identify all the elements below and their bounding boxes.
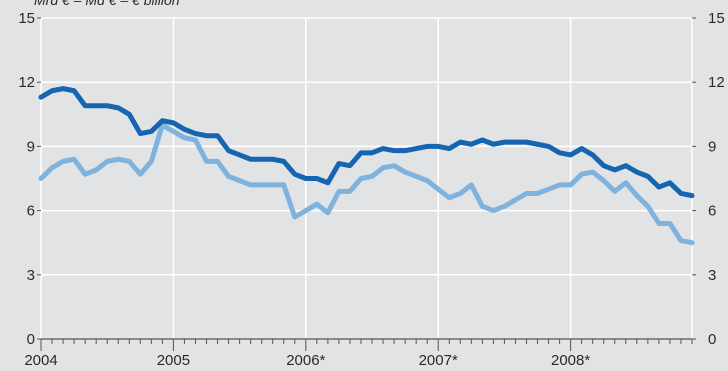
y-tick-label-right: 3	[708, 267, 716, 284]
y-tick-label-left: 15	[18, 10, 35, 27]
grid	[40, 17, 693, 339]
x-tick-label: 2005	[157, 352, 190, 369]
y-tick-label-right: 9	[708, 138, 716, 155]
unit-label: Mrd € – Md € – € billion	[34, 0, 180, 8]
y-tick-label-right: 0	[708, 331, 716, 348]
y-tick-label-left: 12	[18, 74, 35, 91]
series-line	[38, 122, 695, 246]
x-tick-label: 2006*	[286, 352, 325, 369]
y-tick-label-right: 6	[708, 203, 716, 220]
y-tick-label-left: 9	[27, 138, 35, 155]
x-tick-label: 2007*	[419, 352, 458, 369]
y-tick-label-right: 12	[708, 74, 725, 91]
x-tick-label: 2004	[24, 352, 57, 369]
axes	[37, 17, 696, 351]
series-line	[38, 86, 695, 199]
tick-labels: 0 0 3 3 6 6 9 9 12 12 15 15 2004 2005 2006* 2007* 2008*	[18, 10, 724, 369]
y-tick-label-right: 15	[708, 10, 725, 27]
x-tick-label: 2008*	[551, 352, 590, 369]
y-tick-label-left: 3	[27, 267, 35, 284]
series-lines	[38, 86, 695, 246]
y-tick-label-left: 0	[27, 331, 35, 348]
y-tick-label-left: 6	[27, 203, 35, 220]
